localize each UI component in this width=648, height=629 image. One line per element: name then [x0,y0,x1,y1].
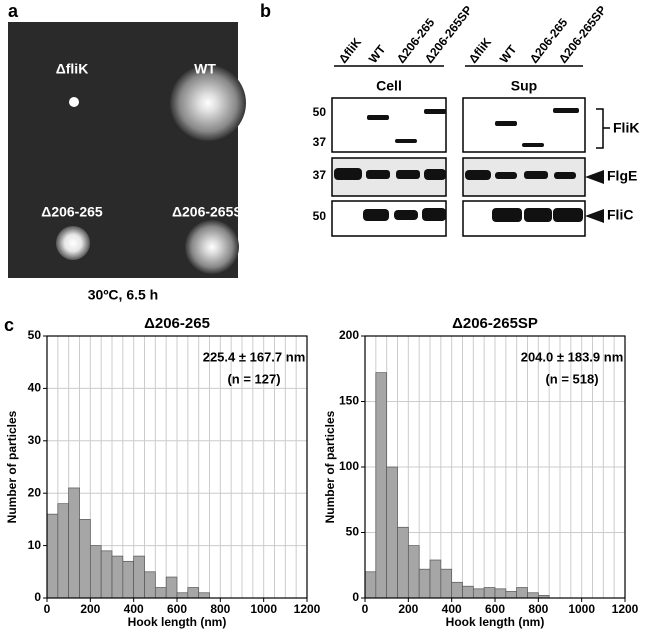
bar [187,587,200,599]
y-tick-label: 100 [339,459,359,473]
x-tick-label: 1000 [568,602,595,616]
x-tick-label: 1000 [250,602,277,616]
bar [505,591,518,599]
bar [68,487,80,599]
x-axis-label: Hook length (nm) [128,615,227,629]
bar [375,372,388,599]
x-tick-label: 600 [167,602,187,616]
strain-label: WT [194,61,216,77]
bar [407,545,420,599]
bar [89,545,102,599]
x-tick-label: 1200 [612,602,639,616]
bar [451,581,463,599]
lane-label: WT [497,42,520,66]
bar [472,588,485,599]
annotation: 204.0 ± 183.9 nm [521,349,624,364]
bar [154,587,167,599]
mw-marker: 37 [313,168,327,182]
y-tick-label: 50 [346,525,360,539]
caption: 30ºC, 6.5 h [88,287,158,303]
mw-marker: 50 [313,105,327,119]
bar [100,550,113,599]
y-tick-label: 30 [28,433,42,447]
bands [334,108,604,223]
bar [133,555,145,599]
swarm [185,220,239,274]
lane-label: Δ206-265SP [556,3,609,66]
lane-label: ΔfliK [336,35,364,66]
annotation: 225.4 ± 167.7 nm [203,349,306,364]
lane-label: WT [366,42,389,66]
strain-label: Δ206-265 [41,204,103,220]
swarm [69,97,79,107]
annotation: (n = 127) [227,371,280,386]
y-tick-label: 0 [352,590,359,604]
x-tick-label: 400 [124,602,144,616]
chart-title: Δ206-265SP [452,315,538,332]
y-tick-label: 10 [28,538,42,552]
swarm [56,226,90,260]
bar [494,588,507,599]
bar [176,592,189,599]
protein-label: FlgE [607,168,637,184]
y-axis-label: Number of particles [323,410,337,523]
x-tick-label: 200 [398,602,418,616]
protein-label: FliK [613,120,639,136]
x-tick-label: 600 [485,602,505,616]
y-tick-label: 150 [339,394,359,408]
bar [397,526,409,599]
strain-label: Δ206-265SP [172,204,252,220]
bar [386,466,398,599]
bar [46,513,59,599]
x-tick-label: 800 [528,602,548,616]
y-tick-label: 200 [339,328,359,342]
swarm [170,65,246,141]
bar [111,555,124,599]
bar [429,559,442,599]
bar [462,585,474,599]
x-tick-label: 400 [442,602,462,616]
bar [122,560,135,599]
fraction-label: Sup [511,78,537,94]
x-tick-label: 200 [80,602,100,616]
y-tick-label: 50 [28,328,42,342]
panel-label: c [4,315,14,335]
y-tick-label: 0 [34,590,41,604]
x-tick-label: 1200 [294,602,321,616]
bar [527,592,539,599]
bar [165,576,178,599]
bar [79,519,91,599]
protein-label: FliC [607,207,633,223]
lane-label: ΔfliK [466,35,494,66]
x-tick-label: 800 [210,602,230,616]
bar [516,587,528,599]
mw-marker: 37 [313,135,327,149]
bar [198,592,210,599]
mw-marker: 50 [313,209,327,223]
bar [364,571,377,599]
y-axis-label: Number of particles [5,410,19,523]
bar [418,568,431,599]
strain-label: ΔfliK [56,61,89,77]
panel-label: b [260,1,271,21]
x-tick-label: 0 [362,602,369,616]
y-tick-label: 40 [28,381,42,395]
bar [483,587,496,599]
bar [440,568,453,599]
panel-label: a [8,1,19,21]
x-tick-label: 0 [44,602,51,616]
bar [57,503,70,599]
chart-title: Δ206-265 [144,315,210,332]
x-axis-label: Hook length (nm) [446,615,545,629]
y-tick-label: 20 [28,485,42,499]
annotation: (n = 518) [545,371,598,386]
bar [144,571,156,599]
fraction-label: Cell [376,78,402,94]
